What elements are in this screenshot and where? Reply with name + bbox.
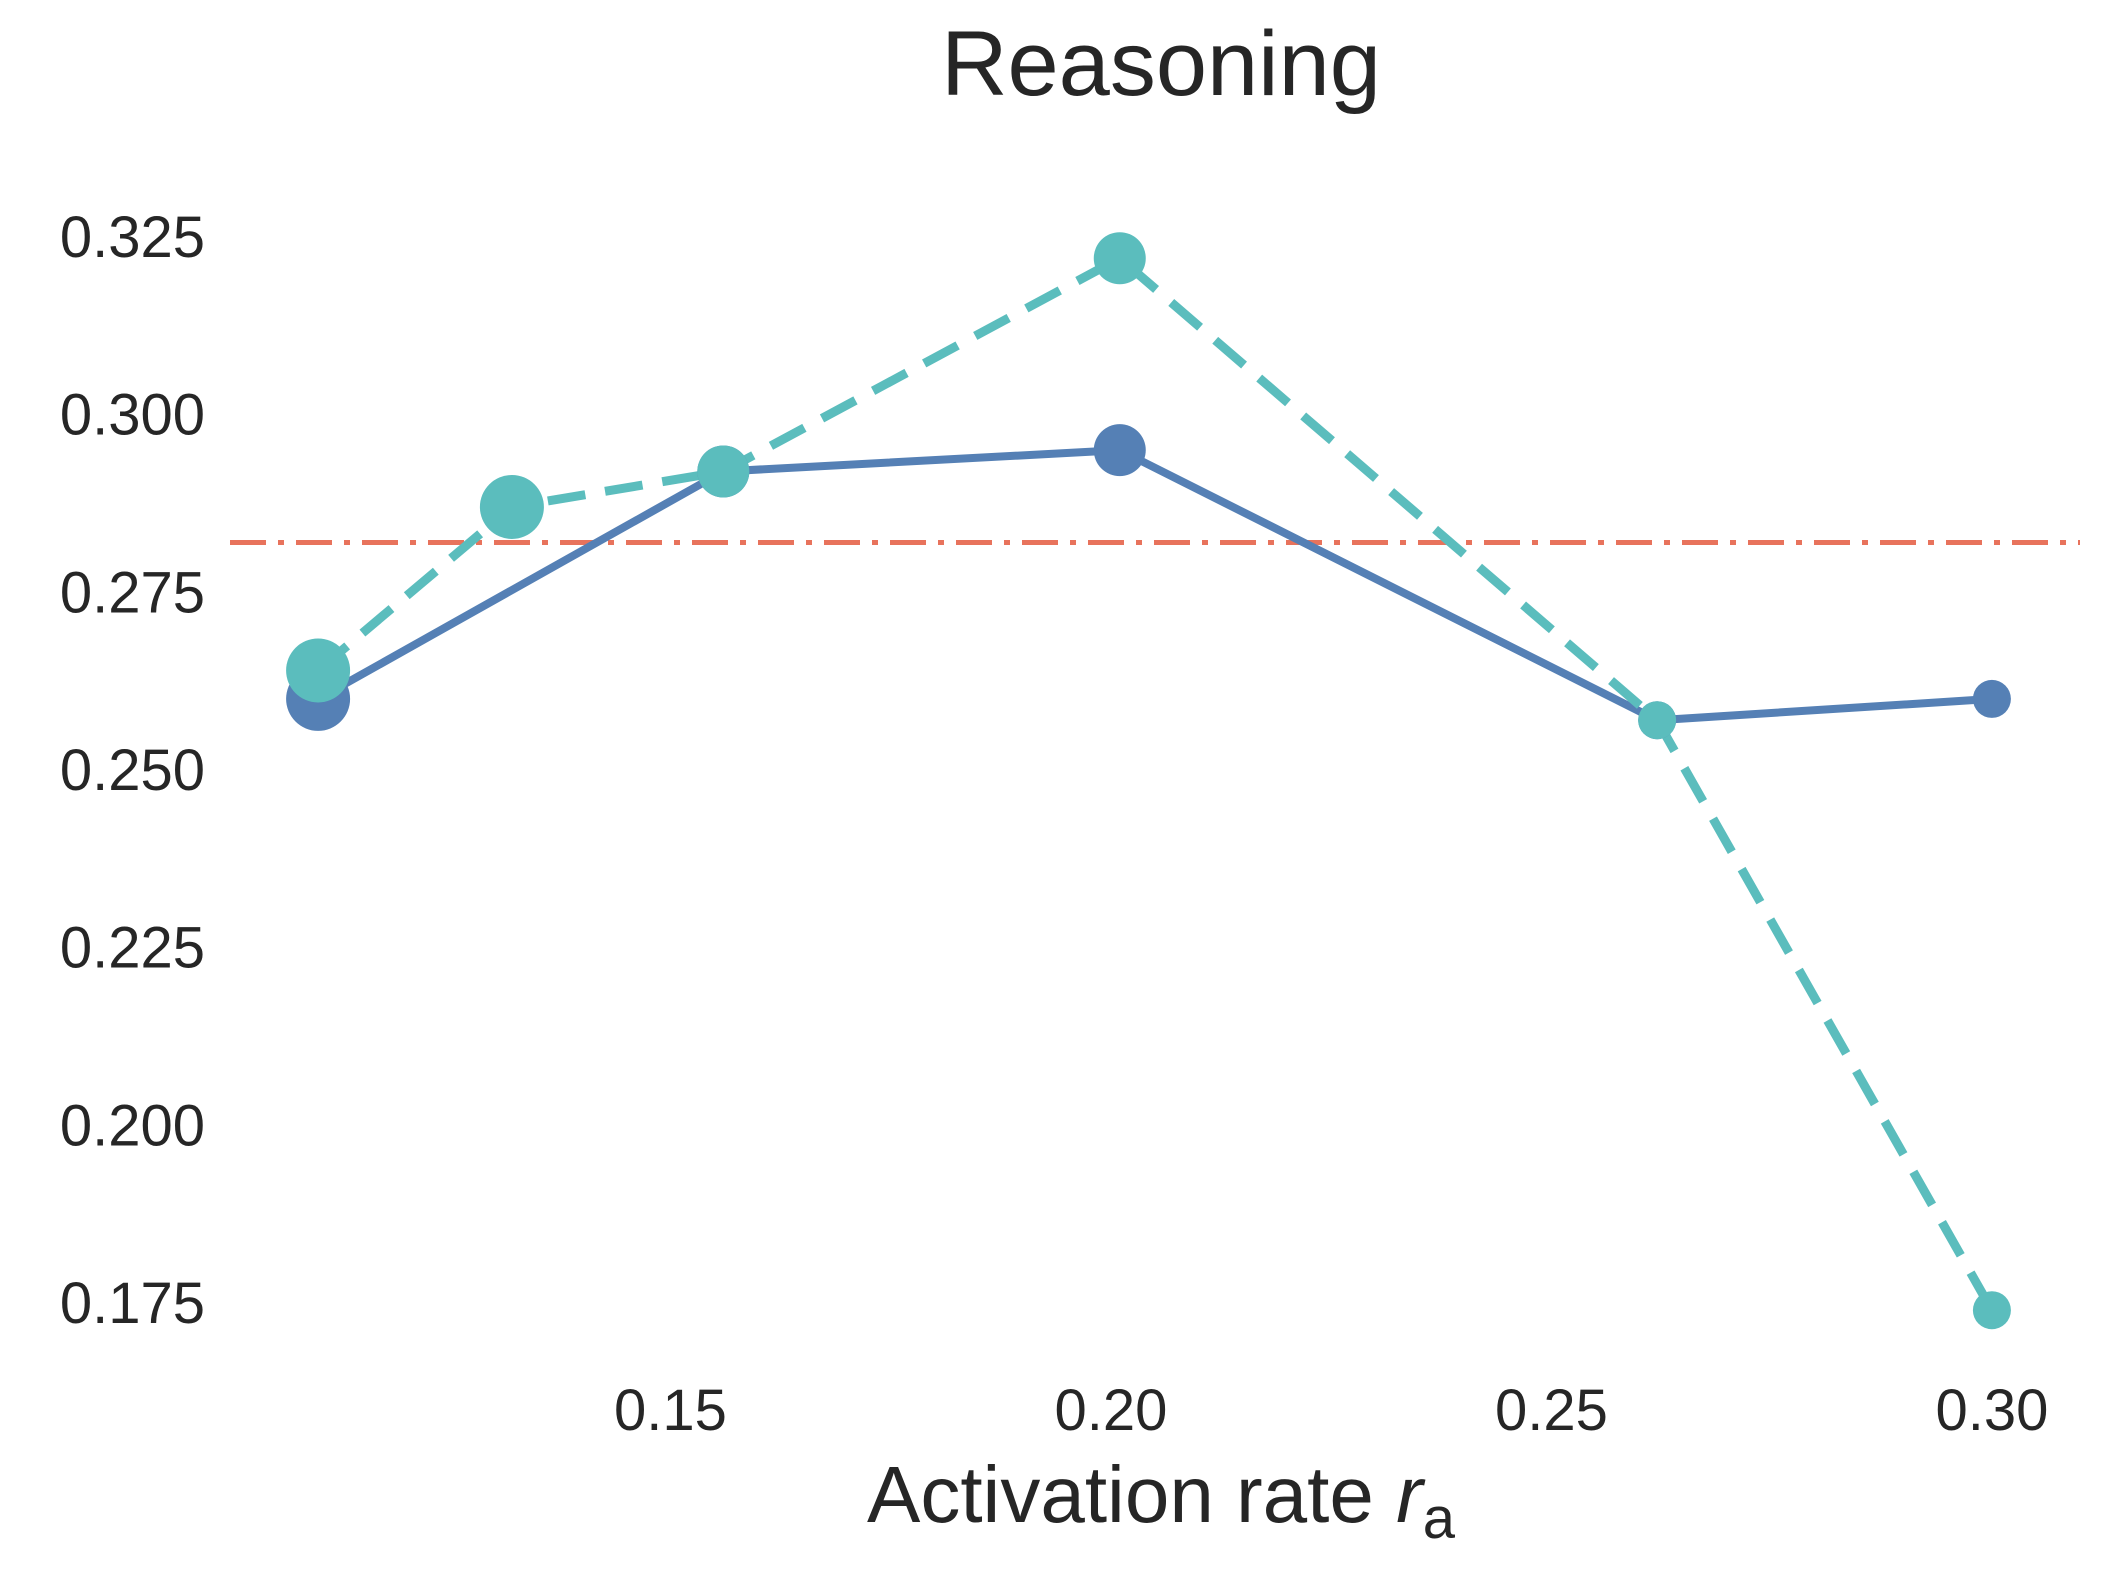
chart-title: Reasoning [941, 13, 1381, 115]
series-lines [315, 253, 1996, 1313]
series-1-line [316, 446, 1993, 725]
series-2-point [479, 474, 544, 539]
y-axis: 0.175 0.200 0.225 0.250 0.275 0.300 0.325 [60, 205, 205, 1336]
series-2-point [286, 638, 351, 703]
y-tick-label: 0.325 [60, 205, 205, 270]
y-tick-label: 0.175 [60, 1271, 205, 1336]
series-2-line [315, 253, 1996, 1313]
x-tick-label: 0.20 [1055, 1378, 1168, 1443]
x-axis-label-subscript: a [1423, 1486, 1456, 1551]
y-tick-label: 0.250 [60, 738, 205, 803]
y-tick-label: 0.300 [60, 383, 205, 448]
series-2-point [697, 445, 750, 498]
series-2-point [1093, 232, 1146, 285]
x-axis-label-variable: r [1396, 1450, 1426, 1539]
series-1-point [1972, 679, 2011, 718]
y-tick-label: 0.200 [60, 1093, 205, 1158]
y-tick-label: 0.275 [60, 560, 205, 625]
series-2-point [1972, 1291, 2011, 1330]
x-axis: 0.15 0.20 0.25 0.30 [614, 1378, 2048, 1443]
series-markers [286, 232, 2011, 1330]
y-tick-label: 0.225 [60, 916, 205, 981]
x-tick-label: 0.15 [614, 1378, 727, 1443]
x-axis-label: Activation rate ra [867, 1450, 1456, 1551]
series-2-point [1638, 701, 1677, 740]
x-axis-label-main: Activation rate [867, 1450, 1396, 1539]
series-1-point [1093, 424, 1146, 477]
x-tick-label: 0.25 [1495, 1378, 1608, 1443]
x-tick-label: 0.30 [1935, 1378, 2048, 1443]
